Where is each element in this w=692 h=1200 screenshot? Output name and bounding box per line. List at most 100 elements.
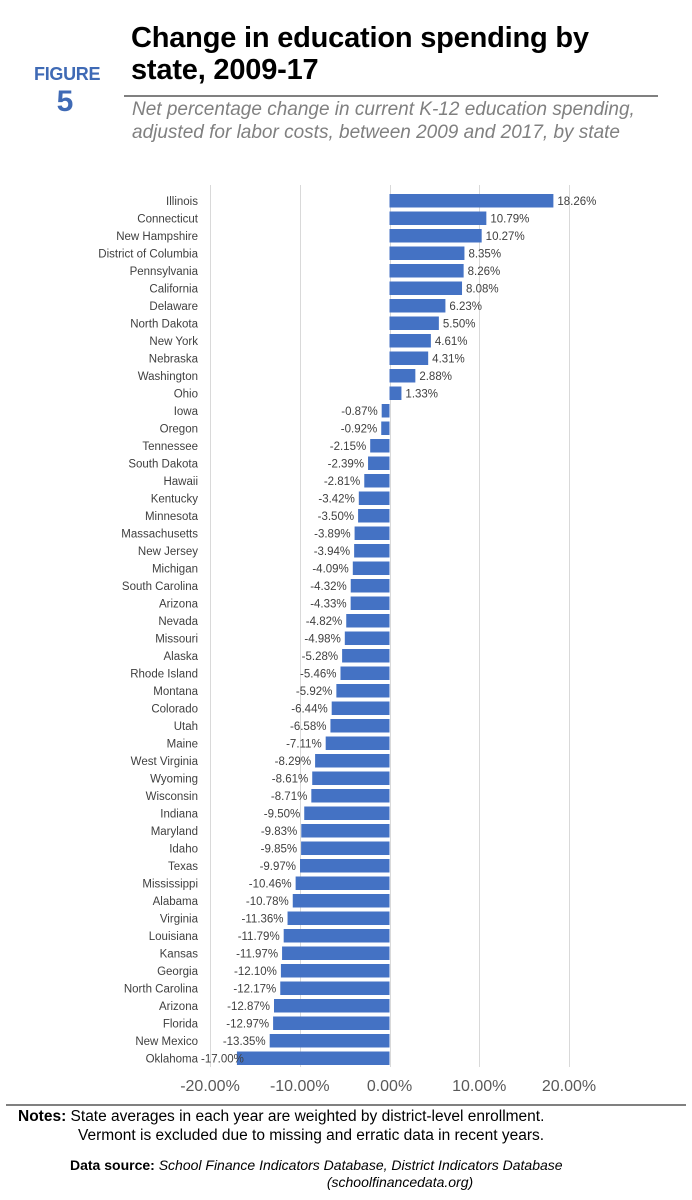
- bar: [301, 841, 390, 855]
- data-label: 5.50%: [443, 318, 476, 330]
- bar: [346, 614, 390, 628]
- data-label: -4.98%: [304, 633, 340, 645]
- category-label: Maryland: [151, 826, 198, 838]
- bar: [358, 509, 390, 523]
- bar: [354, 526, 390, 540]
- source-line-1: School Finance Indicators Database, Dist…: [158, 1157, 563, 1173]
- bar: [304, 806, 390, 820]
- category-label: Georgia: [157, 966, 199, 978]
- category-label: Iowa: [174, 406, 199, 418]
- data-label: -4.33%: [310, 598, 346, 610]
- bar: [354, 544, 390, 558]
- data-label: -13.35%: [223, 1036, 266, 1048]
- category-label: North Dakota: [130, 318, 198, 330]
- bar: [364, 474, 390, 488]
- data-label: -9.85%: [261, 843, 297, 855]
- bar: [344, 631, 390, 645]
- bar: [389, 369, 416, 383]
- bar: [389, 386, 402, 400]
- bar: [389, 194, 554, 208]
- x-tick-label: -20.00%: [180, 1078, 240, 1095]
- bar: [340, 666, 390, 680]
- category-label: Missouri: [155, 633, 198, 645]
- category-label: Nebraska: [149, 353, 199, 365]
- data-label: -8.61%: [272, 773, 308, 785]
- category-label: Washington: [138, 371, 198, 383]
- data-label: -7.11%: [286, 738, 322, 750]
- bar: [282, 946, 390, 960]
- x-tick-label: 20.00%: [542, 1078, 596, 1095]
- figure-word: FIGURE: [34, 64, 101, 84]
- category-label: Louisiana: [149, 931, 199, 943]
- data-label: 8.26%: [468, 266, 501, 278]
- category-label: Wisconsin: [146, 791, 198, 803]
- data-label: -3.42%: [318, 493, 354, 505]
- data-label: 4.61%: [435, 336, 468, 348]
- data-label: -9.97%: [260, 861, 296, 873]
- data-label: -6.58%: [290, 721, 326, 733]
- data-label: -2.15%: [330, 441, 366, 453]
- category-label: Tennessee: [142, 441, 198, 453]
- bar: [331, 701, 390, 715]
- data-label: -5.46%: [300, 668, 336, 680]
- data-label: -5.28%: [302, 651, 338, 663]
- data-label: 18.26%: [557, 196, 596, 208]
- category-label: Arizona: [159, 1001, 199, 1013]
- category-label: South Dakota: [128, 458, 198, 470]
- category-label: Florida: [163, 1018, 199, 1030]
- bar: [389, 229, 482, 243]
- bar: [336, 684, 390, 698]
- category-label: Mississippi: [142, 878, 198, 890]
- x-tick-label: 0.00%: [367, 1078, 412, 1095]
- bar: [312, 771, 390, 785]
- bar: [389, 299, 446, 313]
- data-label: -6.44%: [291, 703, 327, 715]
- data-label: -9.50%: [264, 808, 300, 820]
- source-label: Data source:: [70, 1157, 155, 1173]
- notes-line-2: Vermont is excluded due to missing and e…: [78, 1127, 545, 1144]
- bar: [273, 999, 390, 1013]
- category-label: Arizona: [159, 598, 199, 610]
- bar: [389, 316, 439, 330]
- bar: [330, 719, 390, 733]
- data-label: -10.78%: [246, 896, 289, 908]
- category-label: New York: [149, 336, 198, 348]
- data-label: -2.39%: [328, 458, 364, 470]
- data-label: 4.31%: [432, 353, 465, 365]
- data-label: 1.33%: [405, 388, 438, 400]
- category-label: Hawaii: [163, 476, 198, 488]
- bar: [311, 789, 390, 803]
- x-tick-label: 10.00%: [452, 1078, 506, 1095]
- data-label: 2.88%: [419, 371, 452, 383]
- bar: [342, 649, 390, 663]
- bar: [368, 456, 390, 470]
- bars: [236, 194, 554, 1065]
- category-label: South Carolina: [122, 581, 199, 593]
- category-label: Ohio: [174, 388, 198, 400]
- category-label: Delaware: [149, 301, 198, 313]
- category-label: West Virginia: [131, 756, 199, 768]
- data-labels: 18.26% 10.79% 10.27% 8.35% 8.26% 8.08% 6.23% 5.…: [201, 196, 596, 1066]
- data-label: -12.97%: [226, 1018, 269, 1030]
- data-label: -3.50%: [318, 511, 354, 523]
- category-label: Minnesota: [145, 511, 199, 523]
- bar: [381, 404, 390, 418]
- category-label: Michigan: [152, 563, 198, 575]
- category-label: Virginia: [160, 913, 199, 925]
- bar: [301, 824, 390, 838]
- category-label: Indiana: [160, 808, 198, 820]
- data-label: 8.08%: [466, 283, 499, 295]
- bar: [389, 211, 487, 225]
- data-label: -12.87%: [227, 1001, 270, 1013]
- bar-chart: Illinois Connecticut New Hampshire District…: [98, 185, 596, 1095]
- data-label: 8.35%: [468, 248, 501, 260]
- bar: [358, 491, 390, 505]
- data-source: Data source: School Finance Indicators D…: [70, 1157, 670, 1191]
- data-label: -4.82%: [306, 616, 342, 628]
- category-label: Kentucky: [151, 493, 199, 505]
- bar: [389, 246, 465, 260]
- data-label: -4.09%: [312, 563, 348, 575]
- notes-line-1: State averages in each year are weighted…: [70, 1108, 545, 1125]
- category-label: Maine: [167, 738, 198, 750]
- category-labels: Illinois Connecticut New Hampshire District…: [98, 196, 199, 1066]
